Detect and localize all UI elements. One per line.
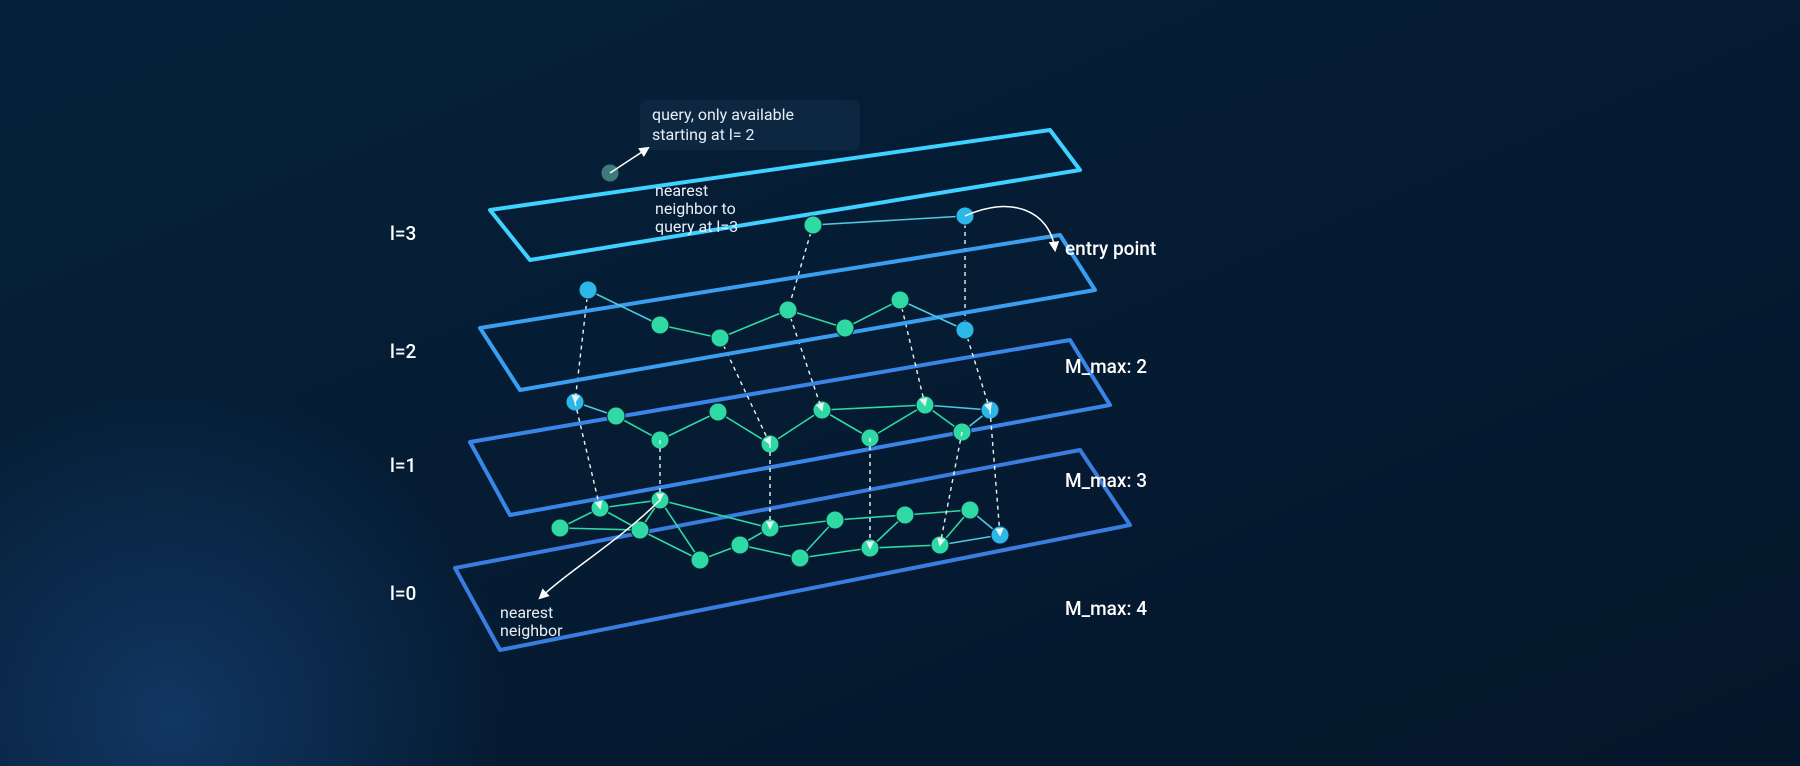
annot-nn-l3: query at l=3 [655, 217, 738, 236]
label-right-l3: entry point [1065, 237, 1156, 260]
diagram-root: l=3 entry point l=2 M_max: 2 l=1 M_max: 3 l=0 M… [0, 0, 1800, 766]
tooltip-line: query, only available [652, 105, 794, 124]
node-j0 [861, 539, 879, 557]
label-left-l2: l=2 [390, 340, 417, 363]
node-h0 [791, 549, 809, 567]
node-b1 [607, 407, 625, 425]
annot-nn-bottom: neighbor [500, 621, 563, 640]
annot-nn-l3: nearest [655, 181, 708, 200]
annot-nn-l3: neighbor to [655, 199, 736, 218]
node-a3 [804, 216, 822, 234]
node-k0 [896, 506, 914, 524]
label-left-l0: l=0 [390, 582, 416, 605]
annot-nn-bottom: nearest [500, 603, 553, 622]
node-i0 [826, 511, 844, 529]
node-d2 [779, 301, 797, 319]
node-n0 [991, 526, 1009, 544]
node-a2 [579, 281, 597, 299]
label-right-l1: M_max: 3 [1065, 469, 1147, 492]
label-right-l2: M_max: 2 [1065, 355, 1147, 378]
node-e2 [836, 319, 854, 337]
node-a0 [551, 519, 569, 537]
node-g2 [956, 321, 974, 339]
node-c2 [711, 329, 729, 347]
label-left-l3: l=3 [390, 222, 416, 245]
node-b2 [651, 316, 669, 334]
node-e0 [691, 551, 709, 569]
label-right-l0: M_max: 4 [1065, 597, 1147, 620]
node-f2 [891, 291, 909, 309]
label-left-l1: l=1 [390, 454, 416, 477]
tooltip-line: starting at l= 2 [652, 125, 754, 144]
node-f0 [731, 536, 749, 554]
diagram-svg: l=3 entry point l=2 M_max: 2 l=1 M_max: 3 l=0 M… [0, 0, 1800, 766]
node-b0 [591, 499, 609, 517]
node-d1 [709, 403, 727, 421]
node-m0 [961, 501, 979, 519]
